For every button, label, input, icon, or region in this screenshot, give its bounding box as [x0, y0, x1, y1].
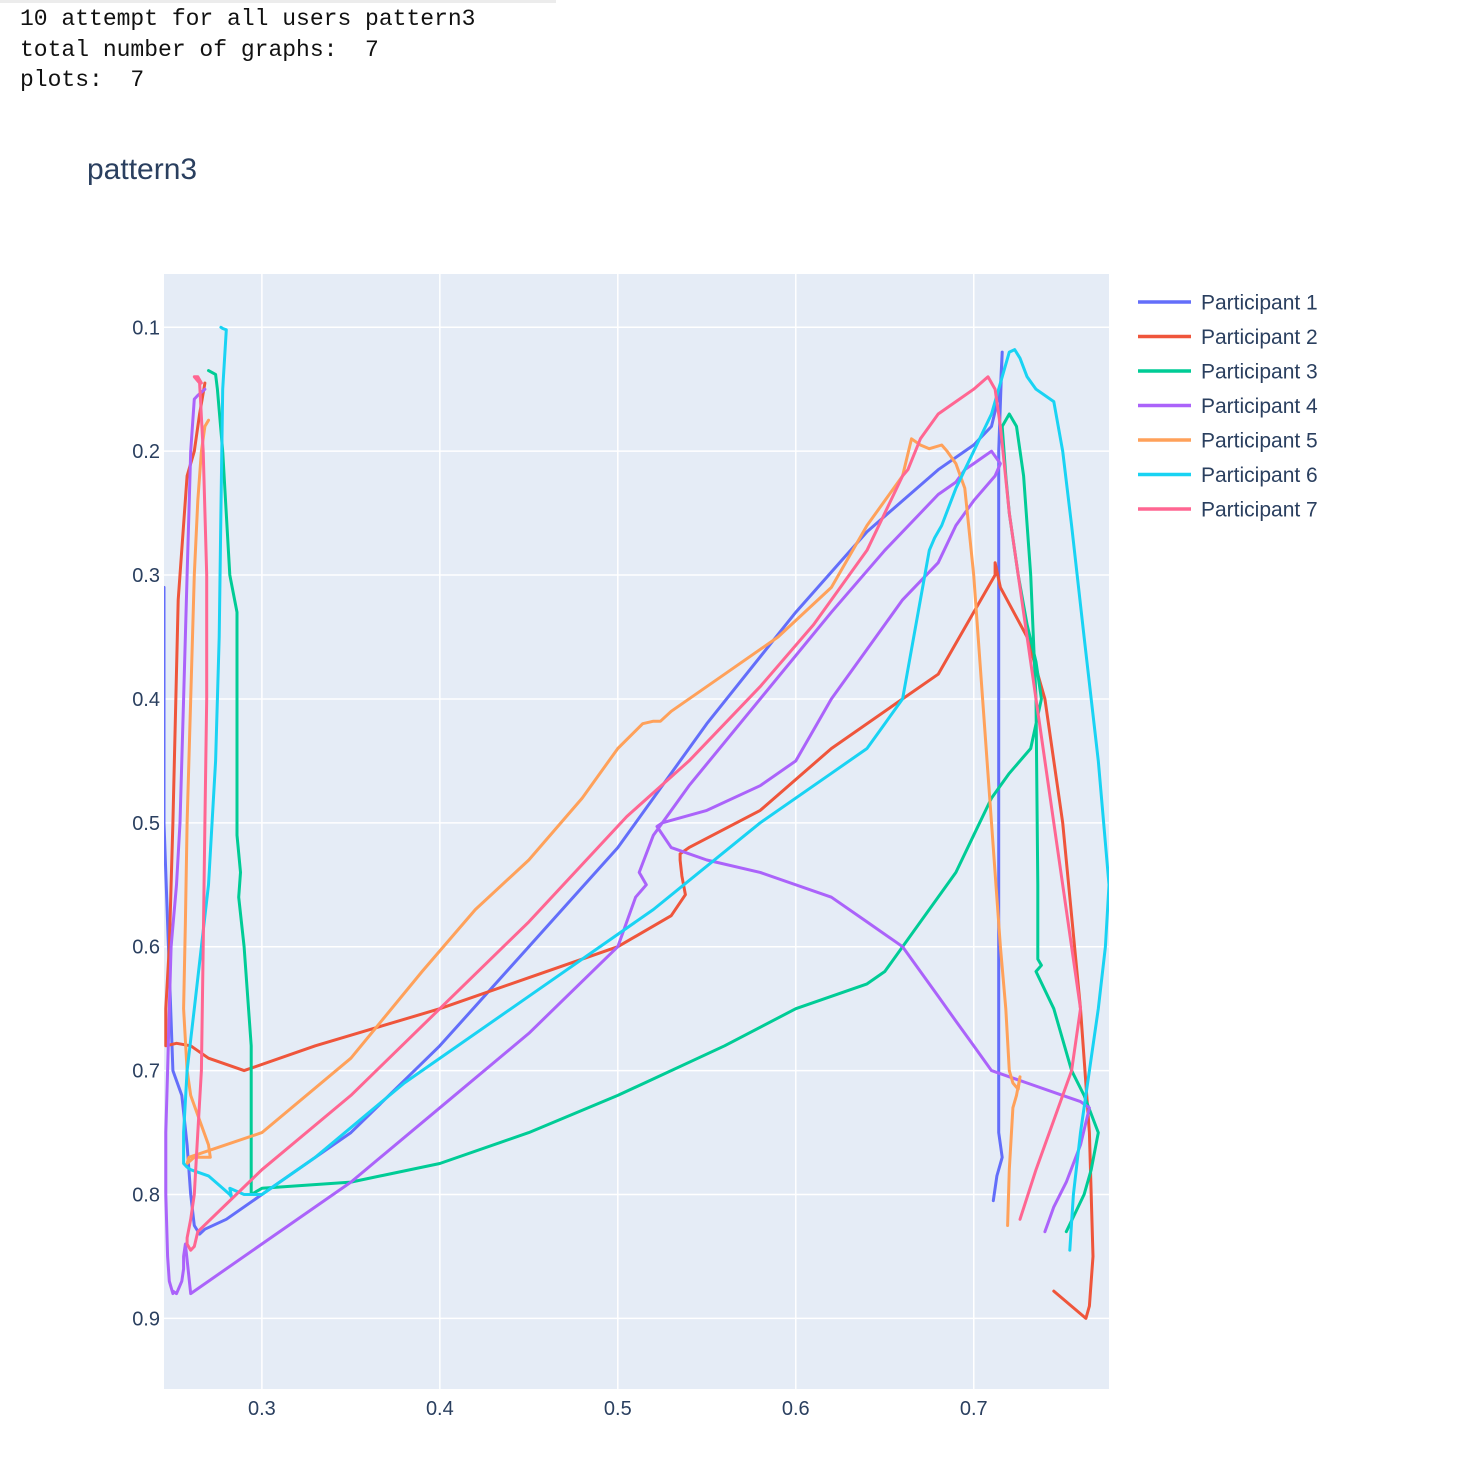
legend-label: Participant 3 [1201, 361, 1318, 384]
legend-item-participant-1[interactable]: Participant 1 [1138, 292, 1318, 315]
series-line-participant-3[interactable] [207, 369, 1100, 1234]
x-tick-label: 0.3 [248, 1398, 276, 1420]
series-line-participant-7[interactable] [185, 375, 1082, 1252]
legend-label: Participant 2 [1201, 326, 1318, 349]
y-tick-label: 0.2 [132, 441, 160, 463]
series-line-participant-2[interactable] [164, 381, 1095, 1320]
legend-label: Participant 7 [1201, 499, 1318, 522]
console-line-attempts: 10 attempt for all users pattern3 [20, 6, 476, 32]
y-tick-label: 0.5 [132, 813, 160, 835]
x-tick-label: 0.7 [960, 1398, 988, 1420]
y-tick-label: 0.3 [132, 565, 160, 587]
chart-title: pattern3 [87, 153, 198, 186]
legend-item-participant-2[interactable]: Participant 2 [1138, 326, 1318, 349]
y-tick-label: 0.1 [132, 317, 160, 339]
console-output: 10 attempt for all users pattern3 total n… [20, 4, 475, 96]
console-top-border [0, 0, 556, 3]
console-line-graph-count: total number of graphs: 7 [20, 36, 379, 63]
legend-item-participant-7[interactable]: Participant 7 [1138, 499, 1318, 522]
console-line-plot-count: plots: 7 [20, 67, 145, 93]
y-tick-label: 0.4 [132, 689, 160, 711]
legend-label: Participant 6 [1201, 464, 1318, 487]
legend-item-participant-5[interactable]: Participant 5 [1138, 430, 1318, 453]
y-tick-label: 0.8 [132, 1184, 160, 1206]
legend[interactable]: Participant 1 Participant 2 Participant 3 P… [1138, 292, 1318, 522]
y-axis-ticks: 0.1 0.2 0.3 0.4 0.5 0.6 0.7 0.8 0.9 [132, 317, 160, 1330]
series-line-participant-5[interactable] [182, 418, 1022, 1227]
series-lines [164, 325, 1109, 1320]
y-tick-label: 0.6 [132, 937, 160, 959]
x-axis-ticks: 0.3 0.4 0.5 0.6 0.7 [248, 1398, 988, 1420]
y-tick-label: 0.9 [132, 1308, 160, 1330]
legend-label: Participant 1 [1201, 292, 1318, 315]
y-tick-label: 0.7 [132, 1061, 160, 1083]
legend-item-participant-4[interactable]: Participant 4 [1138, 395, 1318, 418]
legend-label: Participant 4 [1201, 395, 1318, 418]
series-line-participant-6[interactable] [182, 325, 1109, 1252]
series-line-participant-4[interactable] [164, 387, 1091, 1296]
x-tick-label: 0.5 [604, 1398, 632, 1420]
grid-lines [164, 274, 1109, 1389]
legend-item-participant-6[interactable]: Participant 6 [1138, 464, 1318, 487]
legend-label: Participant 5 [1201, 430, 1318, 453]
x-tick-label: 0.6 [782, 1398, 810, 1420]
plot-area[interactable] [164, 274, 1109, 1389]
x-tick-label: 0.4 [426, 1398, 454, 1420]
legend-item-participant-3[interactable]: Participant 3 [1138, 361, 1318, 384]
